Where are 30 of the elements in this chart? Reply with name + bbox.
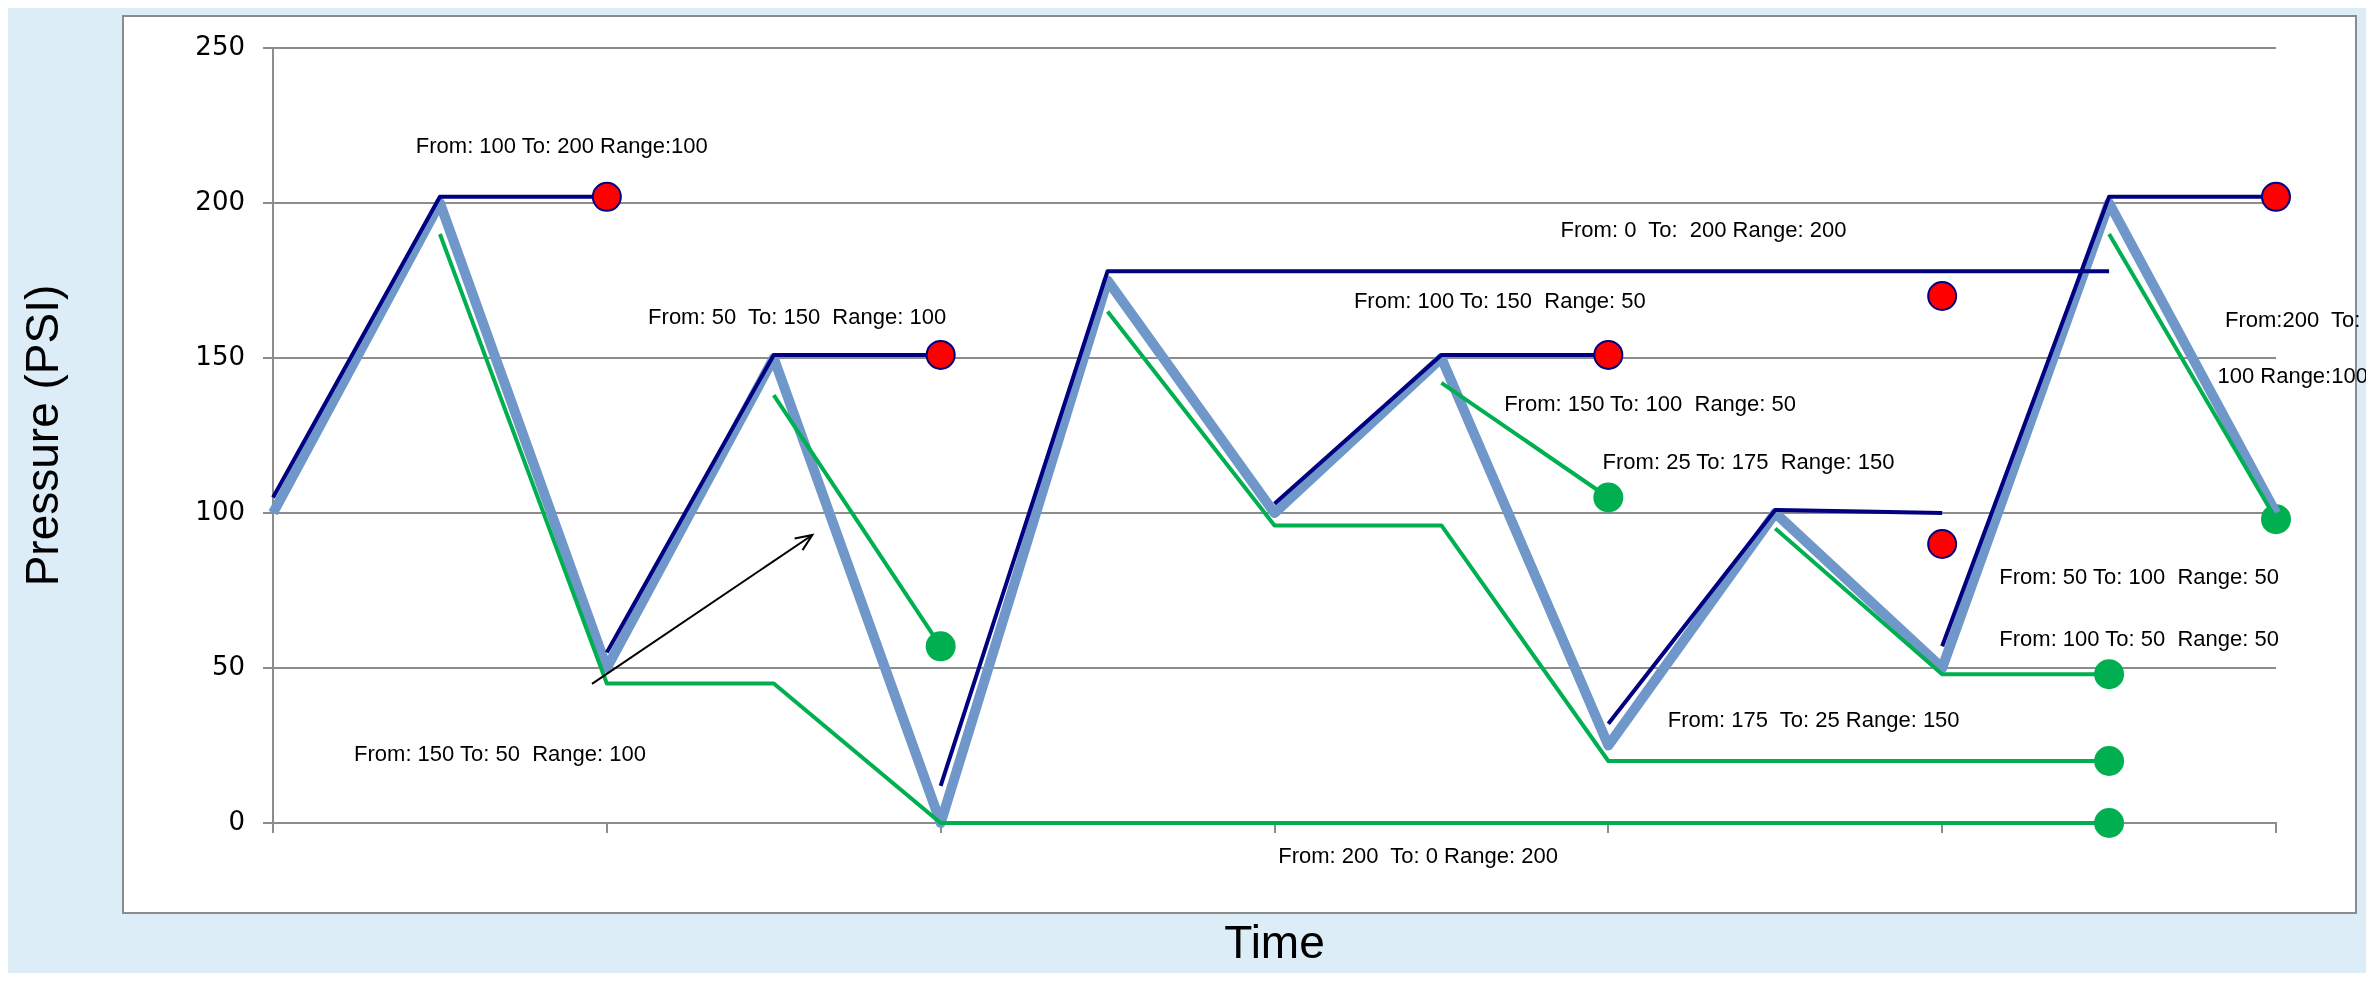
annotation: From: 150 To: 50 Range: 100 <box>354 740 646 766</box>
text: From: 200 To: 0 Range: 200 <box>1278 843 1558 869</box>
point <box>1593 339 1624 370</box>
point <box>925 339 956 370</box>
annotation: From: 175 To: 25 Range: 150 <box>1667 706 1960 732</box>
y-tick-label: 250 <box>195 30 245 61</box>
point <box>2094 746 2125 776</box>
point <box>1593 482 1624 513</box>
annotation: From: 25 To: 175 Range: 150 <box>1602 449 1895 475</box>
annotation: From: 150 To: 100 Range: 50 <box>1504 390 1797 416</box>
y-tick-label: 0 <box>228 805 245 836</box>
y-tick-label: 200 <box>195 185 245 216</box>
annotation: From: 100 To: 200 Range:100 <box>415 133 708 159</box>
point <box>1927 529 1958 559</box>
y-tick-label: 50 <box>211 650 245 681</box>
annotation: From: 100 To: 50 Range: 50 <box>1999 626 2279 652</box>
annotation: From: 0 To: 200 Range: 200 <box>1560 216 1847 242</box>
annotation: From: 100 To: 150 Range: 50 <box>1353 288 1646 314</box>
x-axis-title: Time <box>1224 916 1325 969</box>
annotation: From: 50 To: 100 Range: 50 <box>1999 564 2279 590</box>
point <box>2094 808 2125 838</box>
annotation: From: 50 To: 150 Range: 100 <box>648 303 947 329</box>
point <box>1927 281 1958 311</box>
point <box>591 181 622 212</box>
y-axis-title: Pressure (PSI) <box>16 284 69 587</box>
point <box>2094 659 2125 690</box>
y-tick-label: 150 <box>195 340 245 371</box>
point <box>2261 181 2291 212</box>
point <box>925 631 956 662</box>
y-tick-label: 100 <box>195 495 245 526</box>
